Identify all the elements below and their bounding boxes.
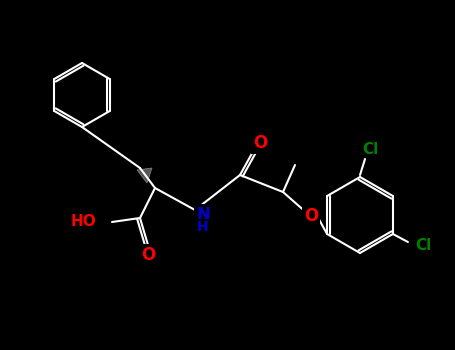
Text: N: N xyxy=(196,206,210,224)
Text: O: O xyxy=(141,246,155,264)
Polygon shape xyxy=(137,168,152,183)
Text: Cl: Cl xyxy=(362,141,378,156)
Text: O: O xyxy=(253,134,267,152)
Text: HO: HO xyxy=(70,215,96,230)
Text: Cl: Cl xyxy=(415,238,431,253)
Text: O: O xyxy=(304,207,318,225)
Text: H: H xyxy=(197,220,209,234)
